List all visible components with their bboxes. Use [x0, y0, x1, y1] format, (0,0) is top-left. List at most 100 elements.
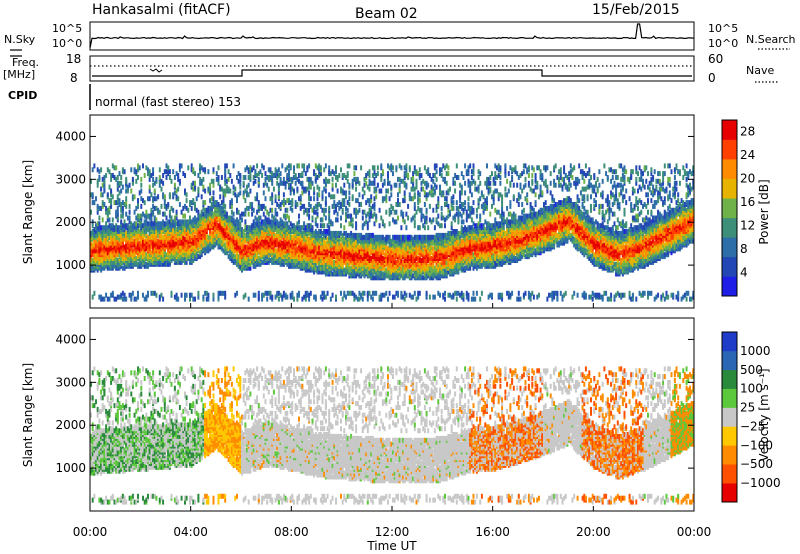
power-cell — [261, 234, 264, 240]
power-cell — [388, 165, 391, 171]
power-cell — [259, 215, 262, 221]
power-cell — [100, 205, 103, 211]
power-cell — [90, 209, 92, 215]
power-cell — [350, 217, 353, 223]
power-cell — [281, 180, 284, 186]
power-cell — [160, 261, 163, 267]
power-cell — [222, 227, 225, 233]
power-cell — [207, 234, 210, 240]
power-cell — [266, 290, 269, 296]
power-cell — [311, 215, 314, 221]
power-cell — [113, 296, 116, 302]
power-cell — [173, 294, 176, 300]
power-cell — [142, 223, 144, 229]
power-cell — [105, 205, 108, 211]
power-cell — [224, 173, 227, 178]
power-cell — [177, 176, 180, 182]
freq-unit: [MHz] — [3, 68, 35, 81]
power-cell — [192, 186, 195, 192]
power-cell — [398, 163, 401, 169]
power-cell — [197, 254, 200, 260]
power-cell — [190, 205, 193, 211]
power-cell — [301, 248, 304, 254]
power-cell — [197, 290, 200, 296]
power-cell — [264, 171, 267, 177]
power-cell — [199, 176, 202, 182]
power-cell — [289, 163, 292, 169]
power-cell — [397, 202, 399, 207]
power-cell — [172, 219, 175, 225]
power-cell — [121, 223, 124, 229]
power-cell — [358, 202, 361, 207]
power-cell — [351, 178, 354, 184]
power-cell — [138, 240, 141, 246]
power-cell — [170, 215, 173, 221]
power-cell — [288, 169, 290, 175]
freq-trace — [92, 69, 692, 77]
power-cell — [118, 246, 121, 252]
power-cell — [142, 292, 144, 298]
power-cell — [115, 223, 118, 229]
power-cell — [246, 165, 248, 171]
power-cell — [306, 261, 309, 267]
power-cell — [324, 163, 327, 169]
power-cell — [261, 292, 264, 298]
power-cell — [98, 225, 101, 231]
power-cell — [408, 196, 411, 202]
power-cell — [178, 202, 181, 207]
power-cell — [140, 182, 143, 188]
power-cell — [413, 258, 416, 263]
power-cell — [123, 223, 126, 229]
power-cell — [276, 211, 279, 217]
power-cell — [115, 200, 118, 206]
power-cell — [249, 165, 252, 171]
power-cell — [293, 296, 295, 302]
power-cell — [194, 180, 196, 186]
power-cell — [366, 184, 369, 190]
power-cell — [385, 194, 388, 200]
power-cell — [143, 173, 146, 178]
power-cell — [175, 244, 178, 250]
power-cell — [329, 194, 332, 200]
power-cell — [368, 211, 371, 217]
power-cell — [142, 232, 144, 238]
power-cell — [316, 192, 319, 198]
power-cell — [329, 171, 332, 177]
power-cell — [365, 252, 368, 258]
power-cell — [200, 165, 203, 171]
power-cell — [331, 230, 334, 236]
power-cell — [247, 175, 250, 180]
power-cell — [276, 242, 279, 248]
power-cell — [105, 173, 108, 178]
power-cell — [343, 236, 346, 242]
power-cell — [324, 229, 327, 234]
power-cell — [220, 238, 223, 244]
power-cell — [313, 269, 316, 275]
power-cell — [137, 175, 139, 180]
power-cell — [205, 236, 208, 242]
power-cell — [257, 230, 260, 236]
power-cell — [157, 225, 160, 231]
power-cell — [319, 294, 322, 300]
power-cell — [125, 196, 128, 202]
power-cell — [299, 205, 302, 211]
power-cell — [351, 217, 354, 223]
power-cell — [106, 167, 109, 173]
power-cell — [225, 225, 228, 231]
power-cell — [175, 194, 178, 200]
power-cell — [98, 236, 101, 242]
power-cell — [281, 163, 284, 169]
power-cell — [207, 223, 210, 229]
power-cell — [212, 178, 215, 184]
power-cell — [145, 244, 148, 250]
power-cell — [405, 292, 408, 298]
power-cell — [314, 261, 317, 267]
power-cell — [175, 250, 178, 256]
power-cell — [200, 209, 203, 215]
power-cell — [131, 176, 134, 182]
power-cell — [298, 225, 300, 231]
power-cell — [341, 259, 344, 265]
power-cell — [205, 207, 208, 213]
power-cell — [257, 203, 260, 209]
power-cell — [261, 173, 264, 178]
